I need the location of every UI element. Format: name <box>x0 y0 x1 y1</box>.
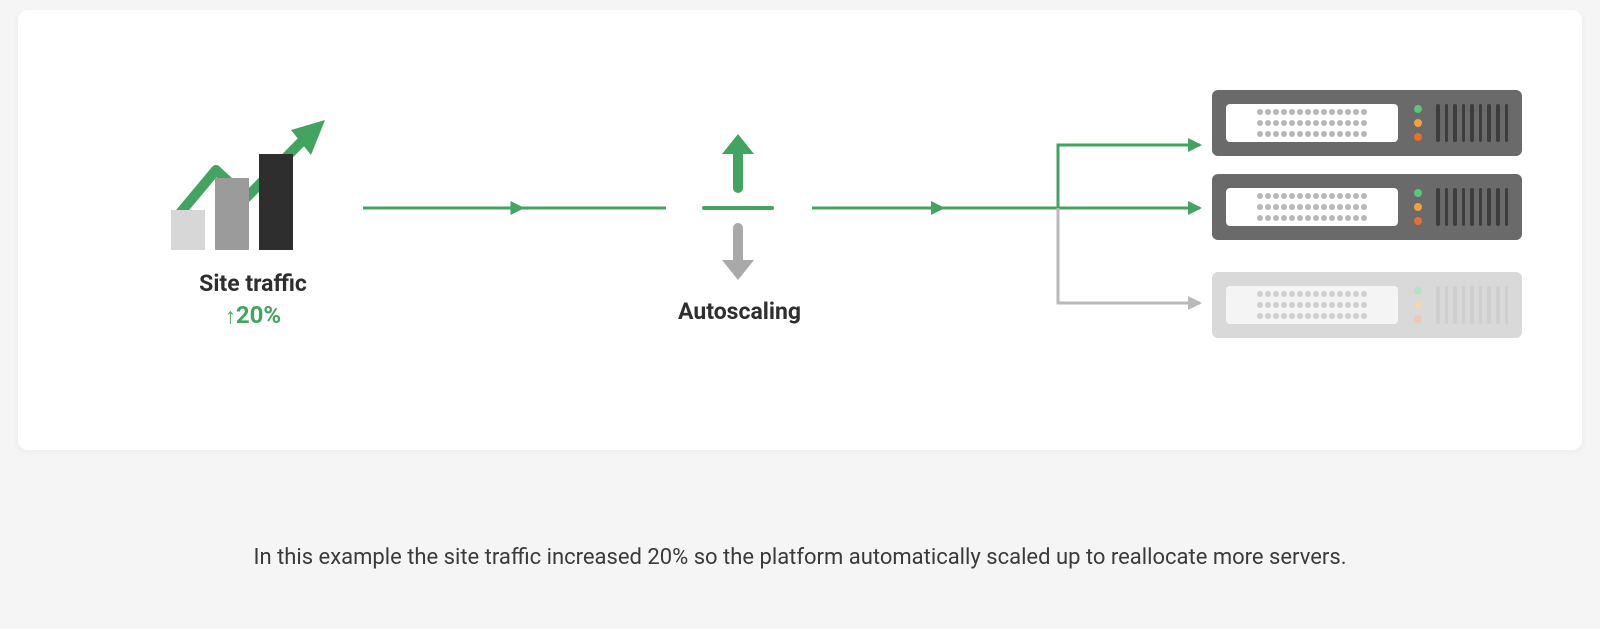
server-dot-panel <box>1226 104 1398 142</box>
traffic-bar-chart <box>171 120 311 250</box>
traffic-labels: Site traffic ↑20% <box>153 270 353 330</box>
server-leds <box>1410 188 1426 226</box>
server-vents <box>1436 188 1508 226</box>
traffic-bar <box>259 154 293 250</box>
site-traffic-block: Site traffic ↑20% <box>153 120 353 330</box>
diagram-card: Site traffic ↑20% Autoscaling <box>18 10 1582 450</box>
server-vents <box>1436 104 1508 142</box>
traffic-delta-value: 20% <box>236 301 281 329</box>
autoscaling-block: Autoscaling <box>678 130 798 325</box>
server-active <box>1212 90 1522 156</box>
server-dot-panel <box>1226 286 1398 324</box>
server-leds <box>1410 104 1426 142</box>
caption-text: In this example the site traffic increas… <box>0 545 1600 570</box>
server-vents <box>1436 286 1508 324</box>
server-leds <box>1410 286 1426 324</box>
traffic-bar <box>171 210 205 250</box>
server-dot-panel <box>1226 188 1398 226</box>
traffic-delta: ↑20% <box>153 301 353 330</box>
server-stack <box>1212 90 1522 356</box>
traffic-bar <box>215 178 249 250</box>
autoscaling-label: Autoscaling <box>678 298 798 325</box>
server-active <box>1212 174 1522 240</box>
server-ghost <box>1212 272 1522 338</box>
autoscaling-arrows-icon <box>678 130 798 280</box>
traffic-title: Site traffic <box>153 270 353 297</box>
page: Site traffic ↑20% Autoscaling In this ex… <box>0 0 1600 629</box>
up-arrow-icon: ↑ <box>225 305 236 330</box>
